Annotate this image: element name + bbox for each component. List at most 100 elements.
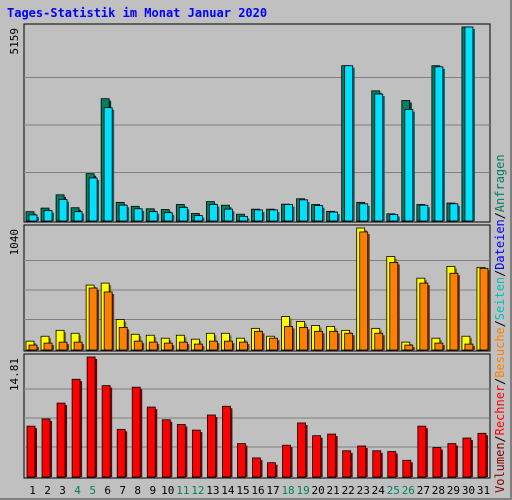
bar-besuche-day-4 [73, 341, 83, 351]
bar-besuche-day-7 [118, 326, 128, 351]
bar-rechner-day-22 [342, 450, 352, 478]
bar-rechner-day-20 [312, 435, 322, 478]
bar-dateien-day-11 [178, 206, 188, 222]
bar-dateien-day-18 [284, 204, 293, 222]
bar-dateien-day-25 [389, 214, 399, 222]
bar-besuche-day-31 [479, 267, 489, 351]
bar-besuche-day-24 [374, 332, 384, 351]
bar-besuche-day-1 [28, 344, 38, 351]
x-tick-label-17: 17 [266, 484, 279, 497]
bar-rechner-day-18 [282, 444, 291, 478]
bar-dateien-day-1 [28, 214, 38, 222]
bar-rechner-day-26 [402, 459, 412, 478]
x-tick-label-23: 23 [357, 484, 370, 497]
bar-dateien-day-14 [224, 208, 233, 222]
bar-dateien-day-26 [404, 109, 414, 222]
bar-dateien-day-9 [148, 211, 158, 222]
x-tick-label-4: 4 [74, 484, 81, 497]
bar-dateien-day-29 [449, 203, 459, 222]
bar-rechner-day-3 [56, 402, 66, 478]
x-tick-label-30: 30 [462, 484, 475, 497]
bar-besuche-day-30 [464, 343, 474, 351]
bar-dateien-day-4 [73, 211, 83, 222]
x-tick-label-22: 22 [342, 484, 355, 497]
bar-besuche-day-8 [133, 340, 143, 351]
x-tick-label-3: 3 [59, 484, 66, 497]
bar-rechner-day-17 [267, 462, 276, 478]
bar-besuche-day-19 [299, 326, 308, 351]
bar-besuche-day-5 [88, 287, 98, 351]
x-tick-label-12: 12 [191, 484, 204, 497]
bar-dateien-day-17 [269, 209, 278, 222]
bar-dateien-day-19 [299, 199, 308, 222]
bar-rechner-day-1 [26, 425, 36, 478]
bar-rechner-day-12 [191, 429, 201, 478]
x-tick-label-20: 20 [312, 484, 325, 497]
legend-rechner: Rechner [493, 385, 507, 436]
bar-rechner-day-29 [447, 443, 457, 478]
bar-rechner-day-28 [432, 447, 442, 478]
x-tick-label-28: 28 [432, 484, 445, 497]
bar-rechner-day-25 [387, 451, 397, 478]
x-tick-label-25: 25 [387, 484, 400, 497]
x-tick-label-11: 11 [176, 484, 189, 497]
bar-besuche-day-25 [389, 262, 399, 351]
x-tick-label-21: 21 [327, 484, 340, 497]
legend-dateien: Dateien [493, 219, 507, 270]
bar-dateien-day-5 [88, 177, 98, 222]
bar-besuche-day-20 [314, 330, 324, 351]
bar-besuche-day-16 [254, 330, 263, 351]
bar-dateien-day-7 [118, 204, 128, 222]
x-tick-label-15: 15 [236, 484, 249, 497]
bar-besuche-day-12 [193, 343, 203, 351]
legend-separator: / [493, 435, 507, 442]
bar-besuche-day-9 [148, 341, 158, 351]
bar-dateien-day-22 [344, 65, 354, 222]
chart-title: Tages-Statistik im Monat Januar 2020 [7, 6, 268, 20]
bar-besuche-day-21 [329, 330, 339, 351]
bar-dateien-day-16 [254, 209, 263, 222]
bar-dateien-day-8 [133, 208, 143, 222]
y-max-label: 14.81 [8, 358, 21, 391]
bar-dateien-day-13 [208, 204, 218, 222]
bar-rechner-day-31 [477, 432, 487, 478]
bar-dateien-day-21 [329, 211, 339, 222]
x-tick-label-19: 19 [296, 484, 309, 497]
bar-besuche-day-2 [43, 342, 53, 351]
bar-rechner-day-27 [417, 425, 427, 478]
bar-dateien-day-28 [434, 66, 444, 222]
bar-besuche-day-27 [419, 282, 429, 351]
x-tick-label-2: 2 [44, 484, 51, 497]
bar-besuche-day-23 [359, 231, 369, 351]
x-tick-label-14: 14 [221, 484, 235, 497]
bar-rechner-day-8 [131, 386, 141, 478]
bar-besuche-day-28 [434, 342, 444, 351]
bar-rechner-day-7 [116, 428, 126, 478]
legend-separator: / [493, 378, 507, 385]
bar-besuche-day-14 [224, 340, 233, 351]
x-tick-label-7: 7 [119, 484, 126, 497]
x-tick-label-18: 18 [281, 484, 294, 497]
bar-rechner-day-6 [101, 385, 111, 478]
x-tick-label-26: 26 [402, 484, 415, 497]
bar-besuche-day-17 [269, 337, 278, 351]
x-tick-label-5: 5 [89, 484, 96, 497]
legend-besuche: Besuche [493, 327, 507, 378]
bar-rechner-day-23 [357, 445, 367, 478]
bar-dateien-day-27 [419, 204, 429, 222]
bar-besuche-day-15 [239, 341, 248, 351]
bar-rechner-day-9 [146, 406, 156, 478]
bar-rechner-day-4 [71, 378, 81, 478]
y-max-label: 1040 [8, 229, 21, 256]
bar-besuche-day-11 [178, 341, 188, 351]
x-tick-label-29: 29 [447, 484, 460, 497]
bar-besuche-day-3 [58, 341, 68, 351]
bar-rechner-day-13 [206, 414, 216, 478]
bar-dateien-day-20 [314, 205, 324, 222]
bar-rechner-day-24 [372, 450, 382, 478]
x-tick-label-24: 24 [372, 484, 386, 497]
bar-rechner-day-15 [237, 443, 246, 478]
legend-seiten: Seiten [493, 277, 507, 320]
